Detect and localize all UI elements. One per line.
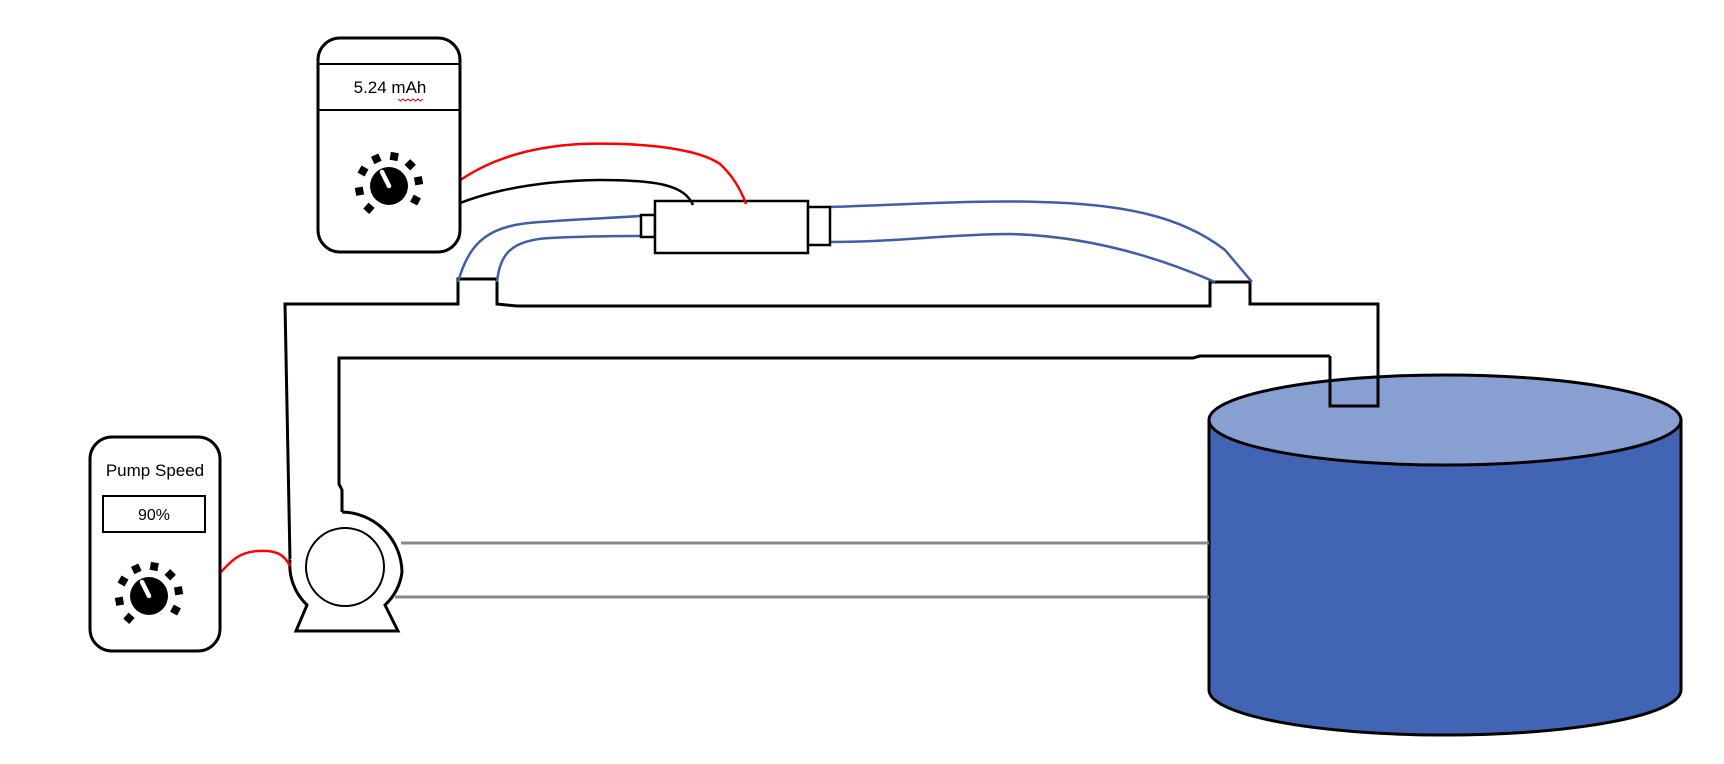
pump-speed-controller: Pump Speed 90% [88,435,222,653]
tank-top [1207,373,1683,467]
speed-value: 90% [138,507,170,524]
tank-body [1207,418,1683,737]
signal-wire [441,178,695,213]
flow-sensor [639,199,832,255]
meter-dial-icon[interactable] [354,151,424,214]
sensor-tubes [456,200,1253,284]
sensor-tube-left-outer [456,214,642,283]
sensor-body [653,199,810,255]
pump-control-wire [220,549,292,573]
water-tank [1207,373,1683,737]
sensor-tube-left-inner [495,234,642,283]
flow-meter: 5.24 mAh [316,36,462,254]
sensor-port-right [806,205,832,247]
controller-title: Pump Speed [106,461,204,480]
pipe-inner-wall [337,354,1330,512]
speed-display [102,495,206,533]
meter-case [316,36,462,254]
pipe-outer-wall [283,277,1380,561]
pump-impeller [305,527,385,607]
meter-reading: 5.24 mAh [354,78,427,97]
sensor-tube-right-top [829,200,1253,283]
speed-dial-icon[interactable] [114,561,184,624]
pump [288,510,404,633]
sensor-tube-right-bottom [829,232,1216,284]
spellcheck-squiggle [397,98,424,102]
sensor-port-left [639,213,657,239]
power-wire [441,142,748,205]
